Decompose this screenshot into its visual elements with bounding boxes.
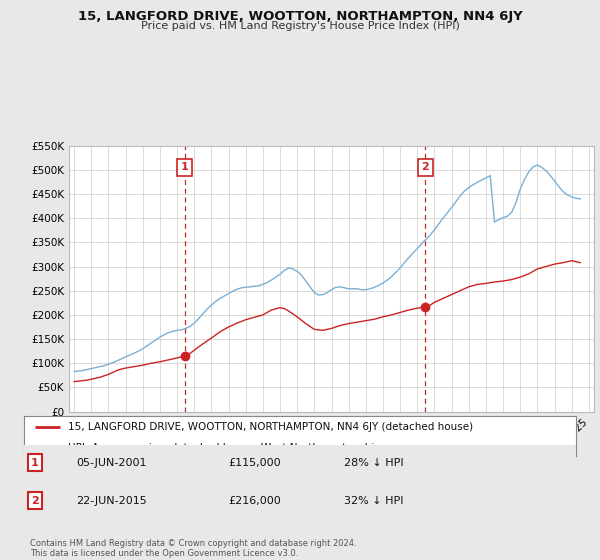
Text: 28% ↓ HPI: 28% ↓ HPI: [344, 458, 404, 468]
Text: 15, LANGFORD DRIVE, WOOTTON, NORTHAMPTON, NN4 6JY (detached house): 15, LANGFORD DRIVE, WOOTTON, NORTHAMPTON…: [68, 422, 473, 432]
Text: 1: 1: [31, 458, 39, 468]
Text: 2: 2: [31, 496, 39, 506]
Text: 22-JUN-2015: 22-JUN-2015: [76, 496, 147, 506]
Text: This data is licensed under the Open Government Licence v3.0.: This data is licensed under the Open Gov…: [30, 549, 298, 558]
Text: 2: 2: [421, 162, 429, 172]
Text: 1: 1: [181, 162, 188, 172]
Text: £115,000: £115,000: [228, 458, 281, 468]
Text: HPI: Average price, detached house, West Northamptonshire: HPI: Average price, detached house, West…: [68, 442, 385, 452]
Text: Price paid vs. HM Land Registry's House Price Index (HPI): Price paid vs. HM Land Registry's House …: [140, 21, 460, 31]
Text: 05-JUN-2001: 05-JUN-2001: [76, 458, 147, 468]
Text: £216,000: £216,000: [228, 496, 281, 506]
Text: 32% ↓ HPI: 32% ↓ HPI: [344, 496, 404, 506]
Text: Contains HM Land Registry data © Crown copyright and database right 2024.: Contains HM Land Registry data © Crown c…: [30, 539, 356, 548]
Text: 15, LANGFORD DRIVE, WOOTTON, NORTHAMPTON, NN4 6JY: 15, LANGFORD DRIVE, WOOTTON, NORTHAMPTON…: [77, 10, 523, 23]
